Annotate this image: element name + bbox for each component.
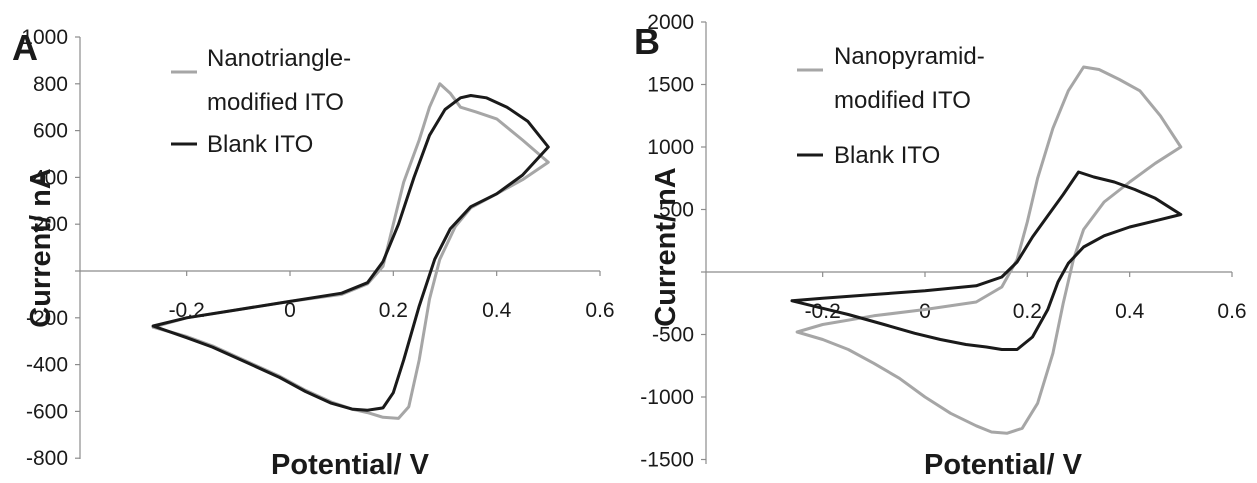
y-tick-label-a: 600: [33, 120, 68, 143]
y-tick-label-a: 1000: [21, 26, 68, 49]
y-tick-label-a: -200: [26, 307, 68, 330]
y-axis-title-b: Current/ nA: [650, 167, 682, 327]
y-tick-label-a: -400: [26, 354, 68, 377]
x-tick-label-b: 0.4: [1115, 300, 1145, 323]
y-tick-label-a: 800: [33, 73, 68, 96]
legend-label-b-2: Blank ITO: [834, 142, 940, 169]
x-axis-title-b: Potential/ V: [924, 449, 1083, 481]
y-tick-label-a: 200: [33, 213, 68, 236]
x-tick-label-a: 0.6: [585, 299, 614, 322]
panel-label-b: B: [634, 21, 660, 62]
x-axis-title-a: Potential/ V: [271, 449, 430, 481]
y-tick-label-b: -500: [652, 324, 694, 347]
x-tick-label-b: 0: [919, 300, 931, 323]
legend-label-b-1: Nanopyramid-modified ITO: [834, 43, 985, 114]
y-tick-label-b: 1000: [647, 136, 694, 159]
y-axis-title-a: Current/ nA: [25, 168, 57, 328]
x-tick-label-b: 0.6: [1217, 300, 1246, 323]
y-tick-label-b: 2000: [647, 11, 694, 34]
series-line-a-2: [151, 94, 550, 412]
x-tick-label-b: 0.2: [1013, 300, 1042, 323]
y-tick-label-b: 500: [659, 199, 694, 222]
legend-label-a-1: Nanotriangle-modified ITO: [207, 45, 351, 116]
legend-label-a-2: Blank ITO: [207, 131, 313, 158]
x-tick-label-a: 0.4: [482, 299, 512, 322]
x-tick-label-a: 0: [284, 299, 296, 322]
y-tick-label-a: 400: [33, 166, 68, 189]
y-tick-label-b: 1500: [647, 74, 694, 97]
y-tick-label-b: -1000: [640, 386, 694, 409]
y-tick-label-a: -800: [26, 447, 68, 470]
x-tick-label-a: 0.2: [379, 299, 408, 322]
series-line-b-2: [790, 170, 1183, 351]
series-line-b-1: [795, 65, 1183, 435]
y-tick-label-b: -1500: [640, 449, 694, 472]
panel-label-a: A: [12, 27, 38, 68]
y-tick-label-a: -600: [26, 400, 68, 423]
